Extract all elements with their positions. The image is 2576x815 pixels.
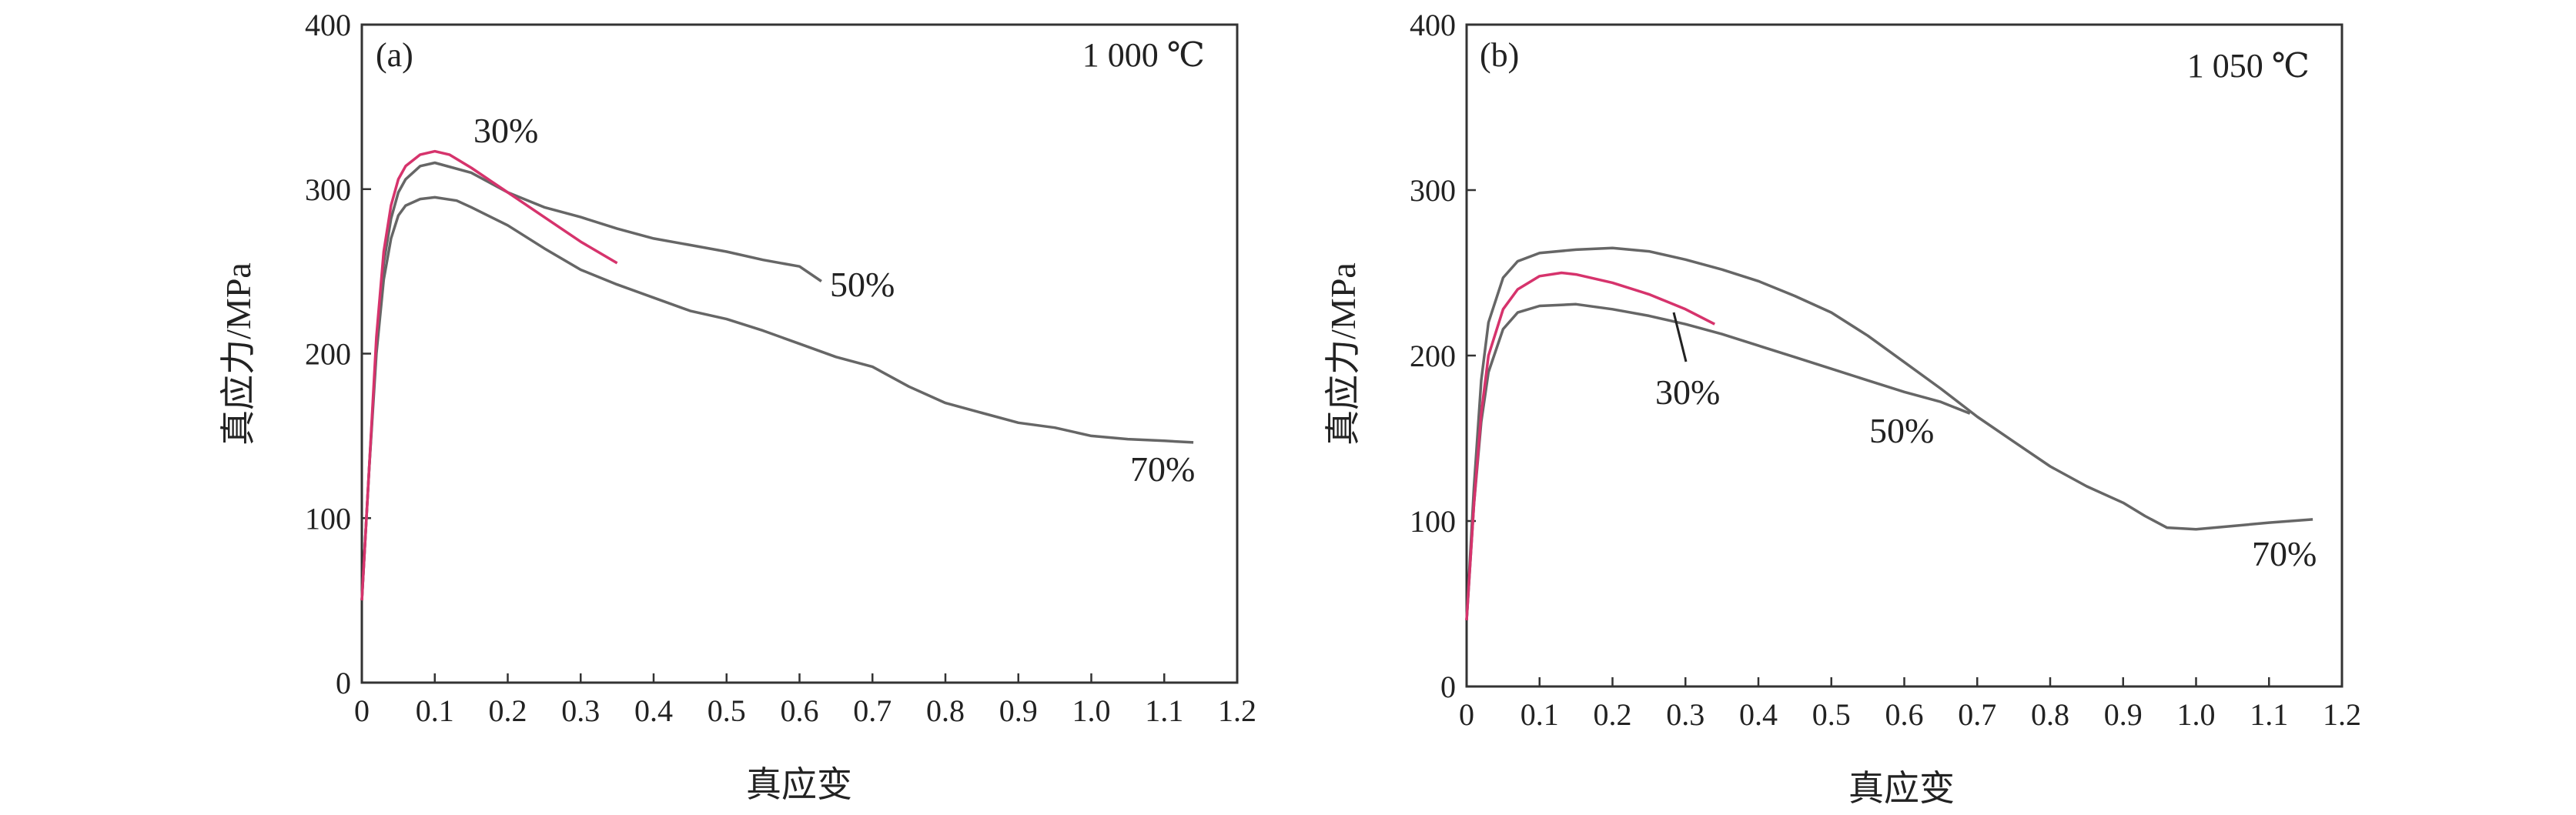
y-ticks: 0 100 200 300 400	[1410, 8, 1476, 704]
x-tick-label: 0.5	[1812, 697, 1851, 732]
x-tick-label: 0.2	[489, 693, 527, 728]
x-tick-label: 1.0	[1072, 693, 1111, 728]
y-axis-title: 真应力/MPa	[1323, 262, 1363, 446]
x-ticks: 0 0.1 0.2 0.3 0.4 0.5 0.6 0.7 0.8 0.9 1.0 1.1 1.2	[1459, 677, 2361, 732]
y-tick-label: 200	[305, 337, 351, 372]
plot-frame	[1465, 23, 2343, 688]
series-line-30pct	[1465, 271, 1715, 621]
x-tick-label: 0.6	[781, 693, 819, 728]
x-tick-label: 0	[354, 693, 370, 728]
series-label-30-leader	[1672, 312, 1688, 362]
x-tick-label: 0.7	[853, 693, 892, 728]
series-line-30pct	[360, 149, 618, 601]
x-tick-label: 0	[1459, 697, 1474, 732]
series-line-70pct	[1465, 246, 2313, 621]
x-tick-label: 0.1	[1521, 697, 1559, 732]
x-tick-label: 0.4	[634, 693, 673, 728]
series-label-30: 30%	[473, 111, 538, 150]
x-tick-label: 0.4	[1739, 697, 1778, 732]
panel-label: (b)	[1480, 36, 1519, 74]
y-tick-label: 300	[305, 172, 351, 207]
y-tick-label: 300	[1410, 173, 1456, 208]
series-label-50: 50%	[830, 265, 895, 304]
x-tick-label: 1.1	[1145, 693, 1183, 728]
x-tick-label: 0.5	[708, 693, 746, 728]
temperature-annotation: 1 050 ℃	[2187, 47, 2310, 85]
temperature-annotation: 1 000 ℃	[1082, 36, 1205, 74]
chart-panel-b: 0 0.1 0.2 0.3 0.4 0.5 0.6 0.7 0.8 0.9 1.0 1.1 1.2 0 1…	[1323, 8, 2361, 808]
y-tick-label: 100	[305, 501, 351, 536]
series-label-30: 30%	[1655, 372, 1720, 412]
x-axis-title: 真应变	[1848, 769, 1955, 808]
y-axis-title: 真应力/MPa	[219, 262, 258, 446]
x-tick-label: 0.3	[1666, 697, 1705, 732]
series-line-50pct	[360, 161, 822, 601]
series-line-50pct	[1465, 302, 1971, 621]
x-tick-label: 1.2	[1218, 693, 1256, 728]
chart-panel-a: 0 0.1 0.2 0.3 0.4 0.5 0.6 0.7 0.8 0.9 1.0 1.1 1.2 0 1…	[219, 8, 1256, 804]
x-tick-label: 0.7	[1958, 697, 1996, 732]
x-tick-label: 0.1	[416, 693, 454, 728]
y-tick-label: 400	[305, 8, 351, 42]
x-ticks: 0 0.1 0.2 0.3 0.4 0.5 0.6 0.7 0.8 0.9 1.0 1.1 1.2	[354, 673, 1256, 728]
y-ticks: 0 100 200 300 400	[305, 8, 371, 700]
x-tick-label: 0.8	[2031, 697, 2069, 732]
y-tick-label: 0	[336, 666, 351, 700]
x-tick-label: 1.0	[2177, 697, 2216, 732]
x-axis-title: 真应变	[746, 765, 852, 804]
series-label-50: 50%	[1869, 411, 1934, 450]
x-tick-label: 0.2	[1594, 697, 1632, 732]
series-lines	[1465, 246, 2313, 621]
series-label-70: 70%	[2252, 534, 2317, 573]
x-tick-label: 0.3	[561, 693, 600, 728]
panel-label: (a)	[376, 36, 413, 74]
x-tick-label: 0.8	[926, 693, 965, 728]
y-tick-label: 0	[1440, 670, 1456, 704]
x-tick-label: 0.6	[1885, 697, 1924, 732]
y-tick-label: 200	[1410, 339, 1456, 373]
series-label-70: 70%	[1130, 449, 1195, 489]
x-tick-label: 1.2	[2323, 697, 2361, 732]
y-tick-label: 400	[1410, 8, 1456, 42]
y-tick-label: 100	[1410, 504, 1456, 539]
series-line-70pct	[360, 195, 1194, 601]
series-lines	[360, 149, 1194, 601]
x-tick-label: 0.9	[2104, 697, 2143, 732]
x-tick-label: 0.9	[999, 693, 1038, 728]
x-tick-label: 1.1	[2250, 697, 2288, 732]
